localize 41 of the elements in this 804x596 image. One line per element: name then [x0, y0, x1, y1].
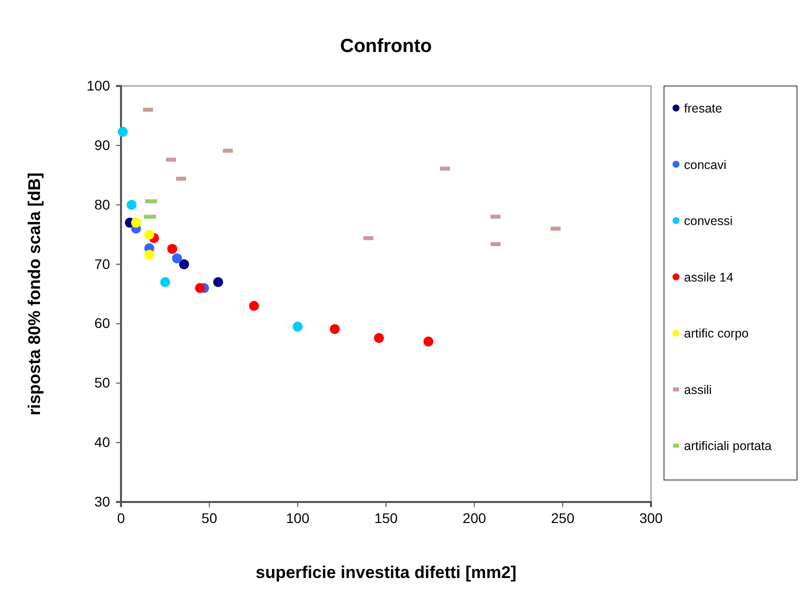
y-tick-label: 90 [94, 136, 110, 153]
chart-title: Confronto [340, 36, 432, 57]
point [167, 244, 178, 254]
y-tick-label: 80 [94, 196, 110, 212]
y-axis-title: risposta 80% fondo scala [dB] [25, 172, 44, 416]
x-tick-label: 50 [202, 510, 218, 526]
point [131, 218, 142, 228]
point [144, 230, 154, 240]
x-tick-label: 200 [462, 510, 486, 526]
legend-label: concavi [684, 158, 726, 172]
x-tick-label: 250 [550, 510, 575, 526]
x-tick-label: 100 [286, 510, 310, 526]
y-tick-label: 70 [94, 256, 110, 272]
y-tick-label: 100 [86, 77, 110, 94]
point [213, 277, 224, 288]
point [330, 324, 340, 334]
point [423, 336, 434, 347]
x-axis-title: superficie investita difetti [mm2] [256, 563, 516, 582]
point [160, 277, 170, 288]
legend-label: artific corpo [684, 326, 749, 341]
legend-label: assile 14 [684, 270, 734, 284]
point [118, 126, 128, 137]
legend-label: artificiali portata [684, 439, 772, 454]
x-tick-label: 0 [117, 510, 126, 526]
point [172, 253, 182, 264]
y-tick-label: 50 [94, 374, 110, 391]
legend-label: fresate [684, 102, 722, 116]
legend-label: assili [684, 382, 712, 397]
point [374, 332, 384, 343]
point [179, 259, 190, 270]
x-tick-label: 300 [639, 510, 663, 526]
y-tick-label: 60 [94, 315, 110, 332]
x-tick-label: 150 [374, 510, 398, 526]
point [249, 300, 260, 311]
point [144, 250, 154, 260]
y-tick-label: 30 [94, 493, 110, 510]
point [126, 200, 137, 210]
point [292, 322, 303, 332]
point [194, 283, 205, 294]
legend-label: convessi [684, 214, 733, 228]
y-tick-label: 40 [94, 434, 110, 450]
